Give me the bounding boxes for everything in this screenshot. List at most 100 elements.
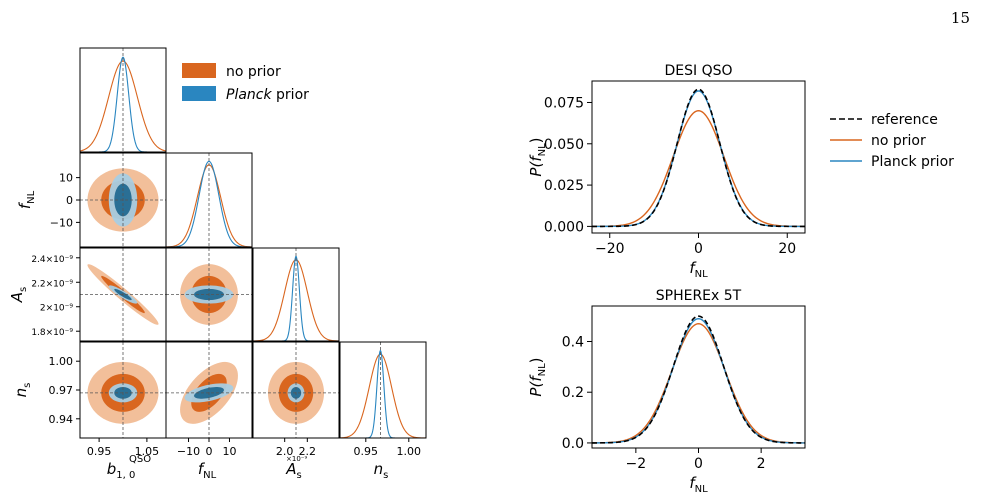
corner-legend: no prior Planck prior [182, 63, 309, 103]
xlabel-sup: QSO [129, 454, 151, 465]
legend-label-reference: reference [871, 112, 938, 128]
legend-label-no-prior: no prior [871, 133, 926, 149]
series-line-reference [592, 88, 805, 228]
ylabel-main: A [8, 292, 26, 303]
ylabel-main: f [16, 201, 34, 209]
panel-content [80, 342, 166, 438]
xlabel-main: n [374, 460, 384, 478]
corner-panel-ns-b: 0.94 0.97 1.00 0.95 1.05 [49, 341, 167, 458]
panel-frame [591, 80, 806, 234]
xlabel-main: f [689, 474, 697, 492]
corner-panel-fnl-fnl [165, 152, 253, 248]
xlabel-ns: ns [374, 460, 389, 481]
xtick-label-b: 0.95 [87, 445, 112, 458]
pdf-planck-ns [340, 349, 426, 438]
xtick-label: 20 [778, 241, 796, 257]
xtick-label-ns: 0.95 [354, 445, 379, 458]
xtick-label: 2 [757, 456, 766, 472]
panel-frame [252, 341, 340, 439]
panel-content [340, 342, 426, 438]
panel-frame [591, 305, 806, 449]
As-offset-label: ×10⁻⁹ [286, 455, 307, 463]
ytick-label-fnl: 10 [59, 172, 73, 185]
ylabel-post: ) [527, 357, 545, 363]
xlabel-b: b1, 0 [107, 460, 136, 481]
xlabel-sub: NL [695, 269, 708, 280]
xlabel-fnl: fNL [198, 460, 217, 481]
legend-label-planck-prior: Planck prior [871, 154, 954, 170]
corner-panel-ns-As: 2.0 2.2 [252, 341, 340, 458]
xtick-label: 0 [694, 456, 703, 472]
xlabel-sub: 1, 0 [116, 470, 135, 481]
xtick-label: 0 [694, 241, 703, 257]
series-line-no-prior [592, 110, 805, 228]
ytick-label: 0.025 [544, 178, 584, 194]
ylabel-main: n [12, 388, 30, 398]
xlabel-main: A [285, 460, 296, 478]
corner-panel-ns-fnl: −10 0 10 [165, 341, 253, 458]
corner-panel-ns-ns: 0.95 1.00 [339, 341, 427, 458]
panel-frame [165, 247, 253, 342]
xlabel-sub: s [383, 470, 388, 481]
xtick-label-As: 2.2 [299, 445, 317, 458]
xtick-label-As: 2.0 [276, 445, 294, 458]
panel-content [166, 342, 252, 438]
xlabel-main: f [689, 259, 697, 277]
ylabel-sub: s [18, 287, 29, 292]
panel-curves [592, 88, 805, 228]
ylabel-main: f [527, 374, 545, 382]
xlabel: fNL [689, 474, 708, 495]
panel-content [253, 248, 339, 341]
panel-content [80, 153, 166, 247]
panel-content [166, 153, 252, 247]
ylabel-sub: NL [537, 143, 548, 156]
pdf-planck-fnl [166, 160, 252, 247]
ytick-label-As: 2.4×10⁻⁹ [31, 255, 73, 265]
legend-swatch-no-prior [182, 63, 216, 78]
pdf-no-prior-ns [340, 353, 426, 438]
legend-label-planck-rest: prior [272, 87, 310, 103]
ylabel-fnl: fNL [16, 190, 37, 209]
xlabel-As: As [285, 460, 301, 481]
xlabel-main: f [198, 460, 206, 478]
ytick-label-fnl: 0 [66, 194, 73, 207]
xlabel-sub: NL [203, 470, 216, 481]
pdf-planck-b [80, 56, 166, 152]
legend-swatch-planck [182, 86, 216, 101]
ylabel-As: As [8, 287, 29, 303]
panel-frame [252, 247, 340, 342]
ytick-label: 0.2 [562, 385, 584, 401]
ytick-label: 0.0 [562, 436, 584, 452]
corner-panel-As-fnl [165, 247, 253, 342]
ylabel-pre: P( [527, 381, 545, 397]
series-line-planck-prior [592, 317, 805, 444]
legend-label-planck-italic: Planck [226, 87, 272, 103]
ylabel-sub: NL [537, 363, 548, 376]
xtick-label-fnl: 0 [206, 445, 213, 458]
ylabel-sub: s [22, 383, 33, 388]
ylabel-sub: NL [26, 190, 37, 203]
panel-content [166, 248, 252, 341]
ytick-label-ns: 1.00 [49, 355, 74, 368]
corner-panel-As-As [252, 247, 340, 342]
ylabel: P(fNL) [527, 137, 548, 176]
corner-panel-As-b: 1.8×10⁻⁹ 2×10⁻⁹ 2.2×10⁻⁹ 2.4×10⁻⁹ [31, 247, 167, 342]
ylabel-main: f [527, 154, 545, 162]
ytick-label-ns: 0.97 [49, 384, 74, 397]
ylabel: P(fNL) [527, 357, 548, 396]
panel-frame [339, 341, 427, 439]
xtick-label-b: 1.05 [135, 445, 160, 458]
series-line-reference [592, 315, 805, 444]
panel-content [253, 342, 339, 438]
series-line-no-prior [592, 323, 805, 444]
ytick-label-As: 2×10⁻⁹ [40, 304, 73, 314]
legend-label-planck: Planck prior [226, 87, 309, 103]
xlabel-sub: s [297, 470, 302, 481]
ytick-label-ns: 0.94 [49, 413, 74, 426]
ylabel-ns: ns [12, 383, 33, 398]
corner-panel-fnl-b: −10 0 10 [50, 152, 167, 248]
panel-frame [79, 47, 167, 153]
ytick-label: 0.000 [544, 219, 584, 235]
